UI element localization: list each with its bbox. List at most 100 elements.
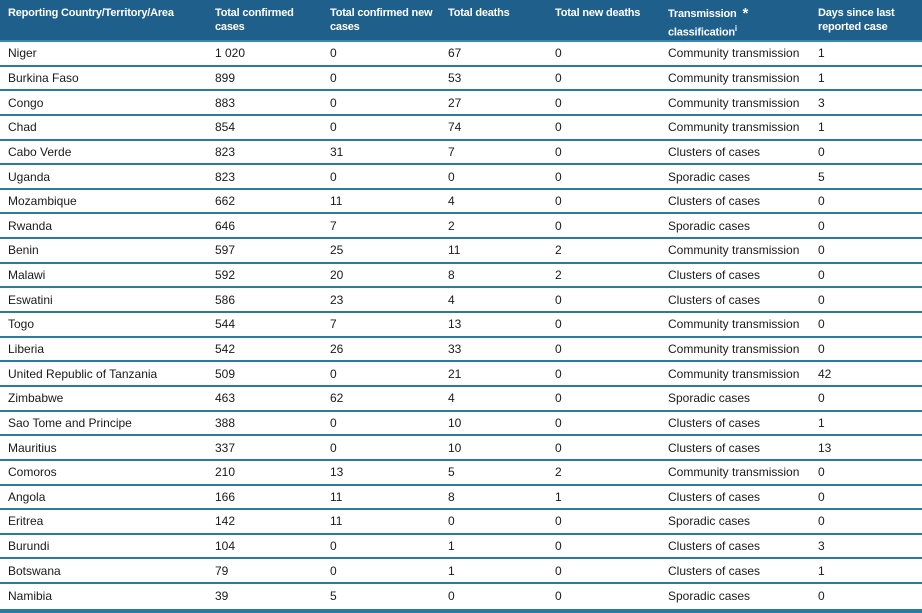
cell-transmission-classification: Sporadic cases [668, 589, 751, 604]
cell-total-confirmed-new-cases: 5 [330, 589, 337, 604]
cell-transmission-classification: Community transmission [668, 366, 800, 381]
cell-country: Burundi [8, 539, 50, 554]
cell-total-confirmed-new-cases: 7 [330, 317, 337, 332]
cell-days-since-last-reported-case: 1 [818, 563, 825, 578]
cell-total-confirmed-cases: 586 [215, 292, 236, 307]
cell-total-confirmed-cases: 337 [215, 440, 236, 455]
table-row: Burundi 104 0 1 0 Clusters of cases 3 [0, 534, 922, 560]
cell-total-confirmed-cases: 39 [215, 589, 229, 604]
cell-days-since-last-reported-case: 0 [818, 317, 825, 332]
cell-country: Zimbabwe [8, 391, 64, 406]
cell-total-confirmed-cases: 1 020 [215, 46, 246, 61]
cell-total-deaths: 11 [448, 243, 461, 258]
cell-country: Mauritius [8, 440, 57, 455]
cell-total-confirmed-new-cases: 20 [330, 268, 344, 283]
cell-country: Eswatini [8, 292, 53, 307]
cell-total-confirmed-new-cases: 7 [330, 218, 337, 233]
cell-total-new-deaths: 0 [555, 415, 562, 430]
cell-total-deaths: 27 [448, 95, 462, 110]
cell-transmission-classification: Community transmission [668, 342, 800, 356]
cell-days-since-last-reported-case: 0 [818, 514, 825, 529]
cell-total-new-deaths: 0 [555, 169, 562, 184]
cell-transmission-classification: Clusters of cases [668, 563, 761, 578]
cell-total-confirmed-new-cases: 0 [330, 415, 337, 430]
table-row: Botswana 79 0 1 0 Clusters of cases 1 [0, 559, 922, 585]
cell-total-confirmed-cases: 388 [215, 415, 236, 430]
cell-transmission-classification: Sporadic cases [668, 169, 751, 184]
cell-country: Namibia [8, 589, 53, 604]
cell-total-confirmed-cases: 210 [215, 465, 236, 480]
cell-country: Eritrea [8, 514, 44, 529]
cell-transmission-classification: Sporadic cases [668, 391, 751, 406]
cell-transmission-classification: Community transmission [668, 46, 800, 61]
cell-country: Uganda [8, 169, 51, 184]
cell-total-confirmed-cases: 597 [215, 243, 236, 258]
cell-total-deaths: 7 [448, 144, 455, 159]
cell-total-confirmed-new-cases: 0 [330, 539, 337, 554]
cell-transmission-classification: Clusters of cases [668, 489, 761, 504]
cell-total-new-deaths: 0 [555, 366, 562, 381]
cell-total-confirmed-new-cases: 0 [330, 169, 337, 184]
cell-total-confirmed-cases: 142 [215, 514, 236, 529]
table-row: Eritrea 142 11 0 0 Sporadic cases 0 [0, 510, 922, 535]
cell-total-new-deaths: 2 [555, 268, 562, 283]
table-row: Burkina Faso 899 0 53 0 Community transm… [0, 66, 922, 92]
cell-transmission-classification: Community transmission [668, 317, 800, 332]
cell-total-deaths: 1 [448, 563, 455, 578]
cell-total-confirmed-cases: 79 [215, 563, 229, 578]
cell-days-since-last-reported-case: 3 [818, 95, 825, 110]
cell-total-deaths: 4 [448, 292, 455, 307]
cell-transmission-classification: Clusters of cases [668, 415, 761, 430]
cell-total-new-deaths: 0 [555, 514, 562, 529]
cell-total-new-deaths: 0 [555, 563, 562, 578]
cell-total-new-deaths: 0 [555, 317, 562, 332]
cell-total-confirmed-new-cases: 26 [330, 342, 344, 356]
cell-total-deaths: 4 [448, 391, 455, 406]
table-row: Namibia 39 5 0 0 Sporadic cases 0 [0, 584, 922, 609]
cell-days-since-last-reported-case: 1 [818, 70, 825, 85]
cell-transmission-classification: Sporadic cases [668, 218, 751, 233]
cell-total-new-deaths: 0 [555, 70, 562, 85]
cell-total-deaths: 74 [448, 120, 462, 135]
cell-days-since-last-reported-case: 0 [818, 243, 825, 258]
cell-transmission-classification: Community transmission [668, 465, 800, 480]
cell-total-deaths: 67 [448, 46, 462, 61]
cell-total-confirmed-cases: 542 [215, 342, 236, 356]
cell-total-new-deaths: 0 [555, 440, 562, 455]
cell-transmission-classification: Community transmission [668, 70, 800, 85]
table-row: Liberia 542 26 33 0 Community transmissi… [0, 337, 922, 363]
cell-total-deaths: 21 [448, 366, 462, 381]
header-total-deaths: Total deaths [448, 7, 510, 19]
cell-days-since-last-reported-case: 0 [818, 268, 825, 283]
cell-country: Burkina Faso [8, 70, 79, 85]
cell-country: Benin [8, 243, 39, 258]
cell-total-deaths: 10 [448, 440, 462, 455]
cell-total-confirmed-cases: 509 [215, 366, 236, 381]
cell-total-new-deaths: 0 [555, 292, 562, 307]
cell-transmission-classification: Clusters of cases [668, 440, 761, 455]
cell-total-deaths: 13 [448, 317, 462, 332]
cell-days-since-last-reported-case: 1 [818, 415, 825, 430]
cell-transmission-classification: Sporadic cases [668, 514, 751, 529]
cell-total-new-deaths: 0 [555, 144, 562, 159]
cell-transmission-classification: Community transmission [668, 120, 800, 135]
cell-total-new-deaths: 0 [555, 95, 562, 110]
table-row: Uganda 823 0 0 0 Sporadic cases 5 [0, 165, 922, 190]
cell-days-since-last-reported-case: 0 [818, 589, 825, 604]
cell-total-new-deaths: 1 [555, 489, 562, 504]
table-row: Rwanda 646 7 2 0 Sporadic cases 0 [0, 214, 922, 240]
cell-total-confirmed-cases: 463 [215, 391, 236, 406]
table-row: Mozambique 662 11 4 0 Clusters of cases … [0, 189, 922, 215]
cell-total-deaths: 53 [448, 70, 462, 85]
table-row: Angola 166 11 8 1 Clusters of cases 0 [0, 485, 922, 511]
cell-total-new-deaths: 0 [555, 391, 562, 406]
cell-total-deaths: 0 [448, 514, 455, 529]
cell-country: Liberia [8, 342, 45, 356]
table-body: Niger 1 020 0 67 0 Community transmissio… [0, 42, 922, 609]
table-row: Eswatini 586 23 4 0 Clusters of cases 0 [0, 288, 922, 314]
cell-total-confirmed-new-cases: 11 [330, 194, 343, 209]
header-transmission-line1: Transmission [668, 8, 737, 20]
cell-total-deaths: 5 [448, 465, 455, 480]
cell-total-confirmed-cases: 662 [215, 194, 236, 209]
